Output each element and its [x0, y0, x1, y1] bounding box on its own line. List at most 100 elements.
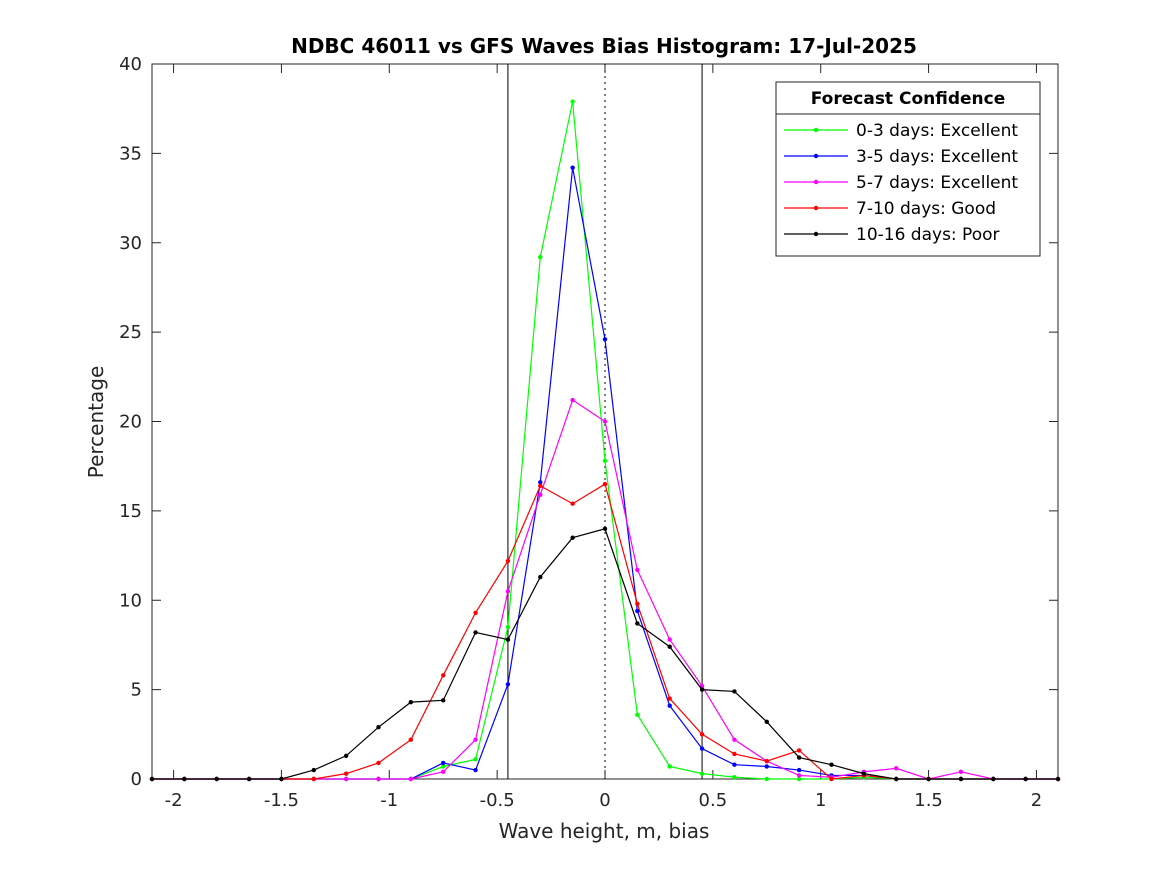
data-point — [538, 574, 543, 580]
data-point — [343, 776, 349, 782]
chart-title: NDBC 46011 vs GFS Waves Bias Histogram: … — [291, 34, 917, 58]
x-tick-label: -1.5 — [264, 790, 299, 811]
legend-swatch-marker — [813, 205, 819, 211]
data-point — [505, 637, 511, 642]
data-point — [376, 776, 381, 782]
y-tick-label: 0 — [131, 769, 142, 790]
data-point — [473, 767, 478, 773]
data-point — [538, 480, 543, 485]
data-point — [635, 567, 640, 573]
y-axis-label: Percentage — [84, 366, 108, 479]
x-tick-label: 0.5 — [699, 790, 728, 811]
data-point — [635, 608, 640, 614]
data-point — [796, 767, 802, 773]
data-point — [635, 621, 640, 626]
legend-entry-label: 10-16 days: Poor — [856, 225, 1000, 245]
y-tick-label: 35 — [119, 143, 142, 164]
data-point — [796, 755, 802, 760]
data-point — [602, 526, 608, 531]
data-point — [764, 758, 769, 764]
data-point — [570, 535, 575, 540]
data-point — [182, 776, 187, 782]
x-tick-label: 1.5 — [914, 790, 943, 811]
legend-entry-label: 0-3 days: Excellent — [856, 121, 1018, 141]
data-point — [408, 737, 414, 742]
data-point — [570, 397, 575, 403]
legend-box — [775, 81, 1041, 257]
data-point — [667, 644, 672, 649]
data-point — [699, 683, 705, 689]
y-tick-label: 40 — [119, 54, 142, 75]
legend-swatch-marker — [813, 231, 819, 237]
legend: Forecast Confidence 0-3 days: Excellent 3-… — [775, 81, 1041, 257]
data-point — [667, 703, 672, 708]
data-point — [764, 719, 769, 724]
y-tick-label: 25 — [119, 322, 142, 343]
legend-entry-label: 7-10 days: Good — [856, 199, 996, 219]
data-point — [473, 610, 478, 615]
data-point — [376, 724, 381, 730]
data-point — [505, 624, 511, 630]
legend-swatch-marker — [813, 127, 819, 133]
data-point — [538, 492, 543, 497]
y-tick-label: 20 — [119, 412, 142, 433]
data-point — [732, 762, 737, 767]
data-point — [602, 419, 608, 424]
data-point — [602, 458, 608, 464]
data-point — [1023, 776, 1028, 782]
data-point — [473, 757, 478, 762]
data-point — [311, 776, 316, 782]
data-point — [894, 766, 899, 771]
legend-swatch-marker — [813, 179, 819, 185]
data-point — [505, 682, 511, 687]
x-tick-label: -2 — [165, 790, 183, 811]
data-point — [667, 637, 672, 642]
data-point — [441, 698, 446, 703]
legend-entry-label: 5-7 days: Excellent — [856, 173, 1018, 193]
data-point — [602, 481, 608, 487]
data-point — [991, 776, 996, 782]
data-point — [538, 483, 543, 489]
data-point — [376, 760, 381, 766]
data-point — [764, 764, 769, 769]
legend-swatch-marker — [813, 153, 819, 159]
x-tick-label: 1 — [815, 790, 826, 811]
data-point — [408, 699, 414, 705]
y-tick-label: 30 — [119, 233, 142, 254]
data-point — [764, 776, 769, 782]
x-tick-label: 0 — [599, 790, 610, 811]
data-point — [732, 751, 737, 757]
legend-title: Forecast Confidence — [811, 89, 1006, 109]
data-point — [796, 748, 802, 753]
data-point — [667, 764, 672, 769]
legend-entry-label: 3-5 days: Excellent — [856, 147, 1018, 167]
data-point — [538, 254, 543, 260]
data-point — [796, 773, 802, 778]
data-point — [635, 712, 640, 717]
x-tick-label: -0.5 — [480, 790, 515, 811]
data-point — [311, 767, 316, 773]
data-point — [602, 337, 608, 342]
series-4 — [149, 526, 1061, 782]
data-point — [570, 501, 575, 506]
data-point — [473, 630, 478, 635]
data-point — [699, 687, 705, 692]
data-point — [343, 771, 349, 776]
y-tick-label: 10 — [119, 590, 142, 611]
data-point — [214, 776, 219, 782]
data-point — [926, 776, 931, 782]
data-point — [408, 776, 414, 782]
data-point — [699, 771, 705, 776]
x-tick-label: 2 — [1031, 790, 1042, 811]
y-tick-label: 15 — [119, 501, 142, 522]
y-tick-label: 5 — [131, 680, 142, 701]
x-tick-label: -1 — [380, 790, 398, 811]
data-point — [279, 776, 284, 782]
data-point — [441, 764, 446, 769]
data-point — [958, 776, 964, 782]
data-point — [570, 99, 575, 104]
data-point — [732, 775, 737, 780]
data-point — [861, 771, 867, 776]
data-point — [505, 558, 511, 564]
